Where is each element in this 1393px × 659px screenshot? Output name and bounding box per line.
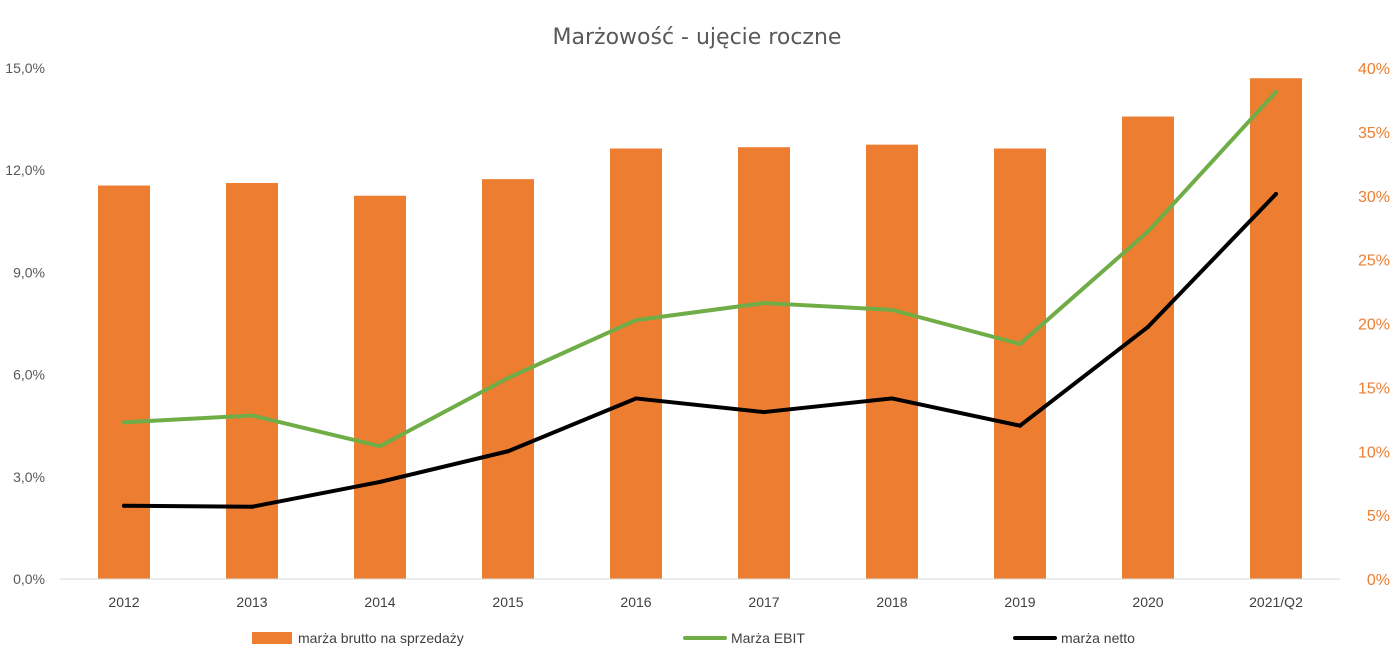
bar-2016	[610, 148, 662, 580]
left-axis-tick-label: 3,0%	[13, 469, 45, 485]
line-point	[506, 449, 510, 454]
bar-2019	[994, 148, 1046, 580]
right-axis-tick-label: 15%	[1358, 380, 1390, 397]
x-axis-tick-label: 2019	[1004, 594, 1035, 610]
left-axis-tick-label: 12,0%	[5, 162, 45, 178]
right-axis-tick-label: 20%	[1358, 317, 1390, 334]
x-axis-tick-label: 2020	[1132, 594, 1163, 610]
x-axis-tick-label: 2016	[620, 594, 651, 610]
x-axis-tick-label: 2013	[236, 594, 267, 610]
x-axis-tick-label: 2021/Q2	[1249, 594, 1303, 610]
line-point	[634, 318, 638, 323]
bars-layer	[98, 78, 1302, 580]
bar-2020	[1122, 116, 1174, 580]
x-axis-tick-label: 2018	[876, 594, 907, 610]
line-point	[1146, 229, 1150, 234]
line-point	[1274, 192, 1278, 197]
right-axis-tick-label: 35%	[1358, 125, 1390, 142]
legend-swatch	[252, 632, 292, 644]
line-point	[762, 410, 766, 415]
right-axis-tick-label: 25%	[1358, 253, 1390, 270]
bar-2018	[866, 144, 918, 579]
bar-2012	[98, 185, 150, 579]
legend: marża brutto na sprzedaży Marża EBIT marża…	[252, 630, 1135, 646]
legend-label: Marża EBIT	[731, 630, 805, 646]
right-axis-tick-label: 10%	[1358, 444, 1390, 461]
x-axis-tick-label: 2015	[492, 594, 523, 610]
right-axis-tick-label: 30%	[1358, 189, 1390, 206]
x-axis-ticks: 2012 2013 2014 2015 2016 2017 2018 2019 2020 2021…	[108, 594, 1303, 610]
line-point	[762, 301, 766, 306]
right-axis-tick-label: 5%	[1367, 508, 1390, 525]
line-point	[506, 376, 510, 381]
line-point	[1274, 89, 1278, 94]
line-series-1	[122, 89, 1278, 449]
line-point	[122, 503, 126, 508]
x-axis-tick-label: 2017	[748, 594, 779, 610]
line-point	[890, 307, 894, 312]
line-point	[634, 396, 638, 401]
left-axis-tick-label: 6,0%	[13, 367, 45, 383]
left-axis-tick-label: 15,0%	[5, 60, 45, 76]
left-axis-tick-label: 9,0%	[13, 264, 45, 280]
line-point	[1018, 341, 1022, 346]
line-series-2	[122, 192, 1278, 509]
legend-label: marża brutto na sprzedaży	[298, 630, 464, 646]
chart-title: Marżowość - ujęcie roczne	[553, 25, 842, 50]
bar-2021/Q2	[1250, 78, 1302, 579]
x-axis-tick-label: 2012	[108, 594, 139, 610]
line-point	[250, 413, 254, 418]
bar-2013	[226, 182, 278, 579]
right-axis-tick-label: 0%	[1367, 572, 1390, 589]
right-axis-ticks: 0% 5% 10% 15% 20% 25% 30% 35% 40%	[1358, 61, 1390, 589]
line-point	[122, 420, 126, 425]
line-point	[378, 444, 382, 449]
line-point	[1146, 324, 1150, 329]
line-point	[250, 504, 254, 509]
legend-label: marża netto	[1061, 630, 1135, 646]
bar-2017	[738, 147, 790, 579]
left-axis-tick-label: 0,0%	[13, 571, 45, 587]
line-point	[1018, 423, 1022, 428]
left-axis-ticks: 0,0% 3,0% 6,0% 9,0% 12,0% 15,0%	[5, 60, 45, 587]
right-axis-tick-label: 40%	[1358, 61, 1390, 78]
line-point	[890, 396, 894, 401]
line-point	[378, 479, 382, 484]
lines-layer	[122, 89, 1278, 509]
bar-2014	[354, 195, 406, 579]
x-axis-tick-label: 2014	[364, 594, 395, 610]
